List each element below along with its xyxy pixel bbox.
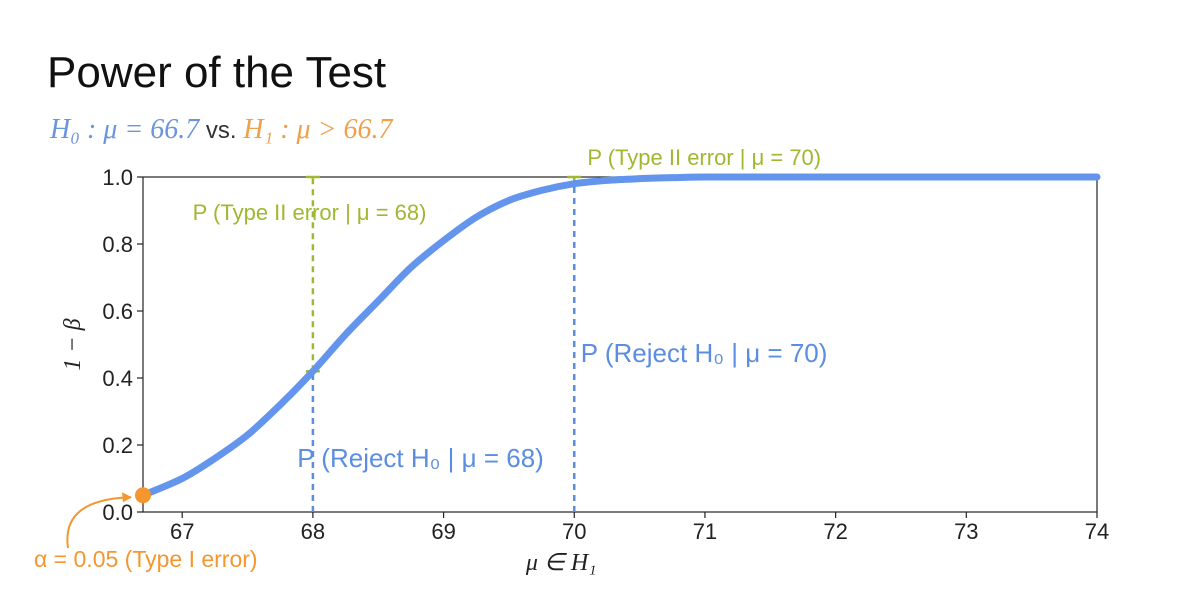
y-axis-label: 1 − β: [60, 318, 86, 370]
x-tick-label: 70: [562, 519, 586, 544]
type1-arrowhead: [122, 492, 132, 503]
type1-arrow: [66, 496, 132, 549]
type1-error-label: α = 0.05 (Type I error): [34, 546, 258, 572]
y-tick-label: 0.0: [102, 500, 133, 525]
reject-label: P (Reject H₀ | μ = 70): [581, 338, 828, 368]
x-tick-label: 68: [301, 519, 325, 544]
y-tick-label: 0.8: [102, 232, 133, 257]
type2-label: P (Type II error | μ = 68): [193, 200, 427, 225]
y-tick-label: 1.0: [102, 165, 133, 190]
y-tick-label: 0.6: [102, 299, 133, 324]
x-tick-label: 74: [1085, 519, 1109, 544]
x-tick-label: 69: [431, 519, 455, 544]
x-tick-label: 73: [954, 519, 978, 544]
page-title: Power of the Test: [47, 48, 387, 97]
power-curve-line: [139, 173, 1101, 499]
type2-label: P (Type II error | μ = 70): [587, 145, 821, 170]
hypothesis-statement: H₀ : μ = 66.7 vs. H₁ : μ > 66.7: [50, 113, 392, 146]
alternative-hypothesis: H₁ : μ > 66.7: [243, 114, 393, 145]
reject-label: P (Reject H₀ | μ = 68): [297, 443, 544, 473]
x-tick-label: 67: [170, 519, 194, 544]
x-tick-label: 72: [823, 519, 847, 544]
x-axis-label: μ ∈ H₁: [525, 550, 597, 576]
null-hypothesis: H₀ : μ = 66.7: [50, 114, 200, 145]
type1-error-point: [135, 487, 151, 504]
y-tick-label: 0.2: [102, 433, 133, 458]
x-tick-label: 71: [693, 519, 717, 544]
vs-text: vs.: [199, 117, 244, 144]
y-tick-label: 0.4: [102, 366, 133, 391]
